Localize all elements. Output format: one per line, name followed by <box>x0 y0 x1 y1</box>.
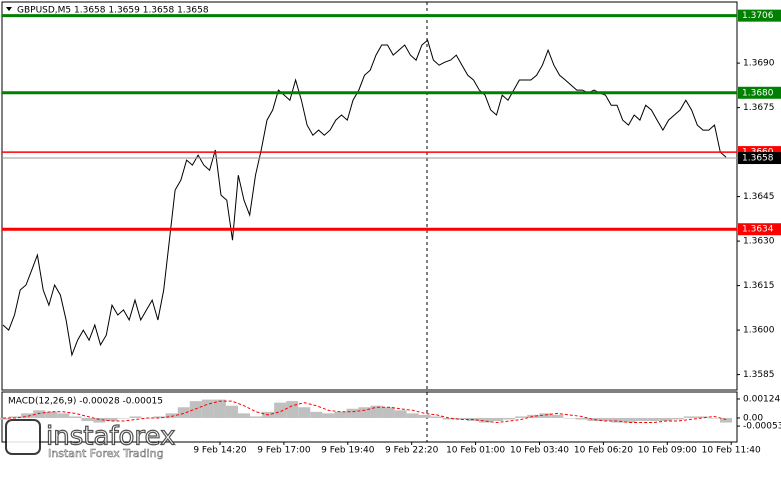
macd-bar <box>370 405 383 418</box>
macd-bar <box>647 417 660 422</box>
macd-bar <box>587 417 600 422</box>
macd-bar <box>599 417 612 422</box>
macd-bar <box>153 416 166 418</box>
x-tick-label: 10 Feb 06:20 <box>574 446 633 456</box>
macd-bar <box>165 413 178 418</box>
macd-bar <box>406 413 419 418</box>
level-label: 1.3680 <box>742 88 774 98</box>
x-tick-label: 9 Feb 19:40 <box>321 446 375 456</box>
y-tick-label: 1.3690 <box>743 59 775 69</box>
macd-bar <box>93 417 106 423</box>
macd-bar <box>563 417 576 419</box>
macd-bar <box>213 399 226 418</box>
macd-bar <box>418 414 431 418</box>
y-tick-label: 1.3600 <box>743 326 775 336</box>
macd-bar <box>635 417 648 422</box>
x-tick-label: 10 Feb 11:40 <box>702 446 761 456</box>
level-label-box <box>738 86 781 99</box>
macd-bar <box>358 407 371 418</box>
x-tick-label: 10 Feb 09:00 <box>638 446 697 456</box>
macd-bar <box>659 417 672 422</box>
macd-bar <box>237 413 251 418</box>
macd-bar <box>177 407 190 418</box>
macd-bar <box>250 416 263 418</box>
y-tick-label: 1.3585 <box>743 370 775 380</box>
macd-bar <box>0 417 10 420</box>
title-arrow <box>6 7 12 11</box>
macd-bar <box>21 413 34 418</box>
macd-bar <box>623 417 636 423</box>
macd-bar <box>286 401 299 418</box>
level-label: 1.3634 <box>742 225 774 235</box>
price-line <box>2 39 727 357</box>
macd-bar <box>129 416 142 418</box>
x-tick-label: 9 Feb 14:20 <box>193 446 247 456</box>
macd-bar <box>527 414 540 418</box>
y-tick-label: 1.3645 <box>743 192 775 202</box>
macd-bar <box>382 407 395 418</box>
y-tick-label: 0.00124 <box>743 394 780 404</box>
macd-bar <box>322 413 335 418</box>
level-label: 1.3706 <box>742 11 774 21</box>
y-tick-label: -0.00053 <box>743 422 781 432</box>
macd-bar <box>189 401 202 418</box>
macd-bar <box>478 417 492 423</box>
macd-bar <box>57 413 70 418</box>
level-label: 1.3658 <box>742 154 774 164</box>
watermark-tagline: Instant Forex Trading <box>48 447 164 460</box>
macd-bar <box>274 402 287 418</box>
macd-bar <box>298 407 311 418</box>
macd-bar <box>454 417 467 420</box>
macd-bar <box>117 417 130 419</box>
macd-bar <box>695 416 708 418</box>
macd-bar <box>310 411 323 418</box>
signal-line <box>3 400 727 424</box>
chart-title: GBPUSD,M5 1.3658 1.3659 1.3658 1.3658 <box>17 6 209 16</box>
macd-bar <box>201 399 214 418</box>
y-tick-label: 0.00 <box>743 413 763 423</box>
x-tick-label: 9 Feb 17:00 <box>257 446 311 456</box>
macd-bar <box>442 417 455 420</box>
level-label-box <box>738 152 781 165</box>
macd-bar <box>346 408 359 418</box>
macd-bar <box>430 416 443 418</box>
y-tick-label: 1.3675 <box>743 103 775 113</box>
macd-bar <box>9 416 22 418</box>
macd-bar <box>334 411 347 418</box>
y-tick-label: 1.3615 <box>743 281 775 291</box>
macd-bar <box>671 417 684 420</box>
macd-bar <box>551 414 564 418</box>
macd-bar <box>503 417 516 420</box>
x-tick-label: 10 Feb 03:40 <box>510 446 569 456</box>
macd-bar <box>575 417 588 420</box>
x-tick-label: 9 Feb 22:20 <box>385 446 439 456</box>
macd-bar <box>707 417 720 419</box>
watermark-logo <box>5 419 41 455</box>
macd-bar <box>225 405 238 418</box>
macd-bar <box>611 417 624 423</box>
x-tick-label: 10 Feb 01:00 <box>446 446 505 456</box>
watermark-brand: instaforex <box>46 422 175 452</box>
macd-bar <box>719 417 733 423</box>
macd-bar <box>491 417 504 422</box>
macd-bar <box>69 416 82 418</box>
level-label-box <box>738 9 781 22</box>
macd-bar <box>45 411 58 418</box>
macd-title: MACD(12,26,9) -0.00028 -0.00015 <box>8 397 163 407</box>
macd-bar <box>105 417 118 422</box>
price-pane <box>1 1 738 391</box>
macd-pane <box>1 391 738 443</box>
macd-bar <box>515 416 528 418</box>
watermark: instaforex Instant Forex Trading <box>5 419 176 460</box>
y-tick-label: 1.3630 <box>743 237 775 247</box>
macd-bar <box>81 417 94 422</box>
macd-bar <box>394 410 407 418</box>
level-label-box <box>738 223 781 236</box>
macd-bar <box>539 413 552 418</box>
macd-bar <box>683 416 696 418</box>
macd-bar <box>33 410 46 418</box>
